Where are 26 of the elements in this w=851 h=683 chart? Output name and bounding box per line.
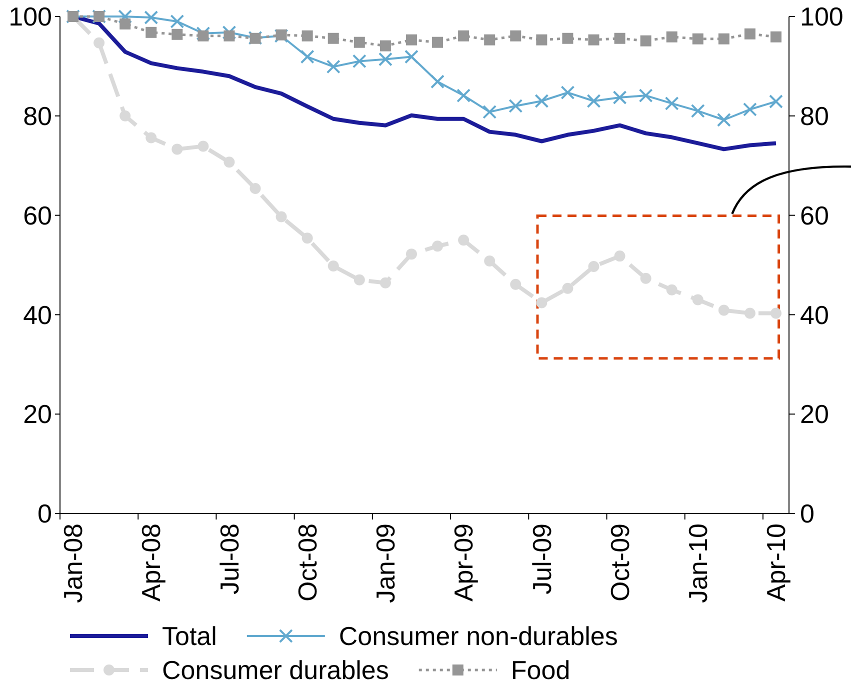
y2-tick-label: 60 [800, 200, 829, 230]
y2-tick-label: 0 [800, 498, 814, 529]
legend-label: Food [510, 655, 570, 683]
y-tick-label: 40 [23, 300, 52, 330]
y-tick-label: 100 [8, 2, 52, 32]
y-tick-label: 80 [23, 101, 52, 131]
y2-tick-label: 20 [800, 399, 829, 430]
legend-label: Consumer durables [162, 655, 389, 683]
x-tick-label: Oct-09 [604, 524, 635, 602]
x-tick-label: Jul-08 [214, 524, 244, 594]
x-tick-label: Jan-08 [58, 524, 88, 603]
y-tick-label: 60 [23, 200, 52, 230]
y2-tick-label: 40 [800, 300, 829, 330]
y-tick-label: 20 [23, 399, 52, 430]
x-tick-label: Apr-09 [448, 524, 479, 602]
x-tick-label: Oct-08 [292, 524, 322, 602]
legend-label: Total [162, 621, 217, 652]
y2-tick-label: 80 [800, 101, 829, 131]
y-tick-label: 0 [38, 498, 52, 529]
x-tick-label: Apr-08 [136, 524, 166, 602]
legend-label: Consumer non-durables [338, 621, 618, 652]
x-tick-label: Apr-10 [761, 524, 792, 602]
y2-tick-label: 100 [800, 2, 844, 32]
x-tick-label: Jan-09 [370, 524, 401, 603]
x-tick-label: Jul-09 [526, 524, 557, 594]
x-tick-label: Jan-10 [682, 524, 713, 603]
